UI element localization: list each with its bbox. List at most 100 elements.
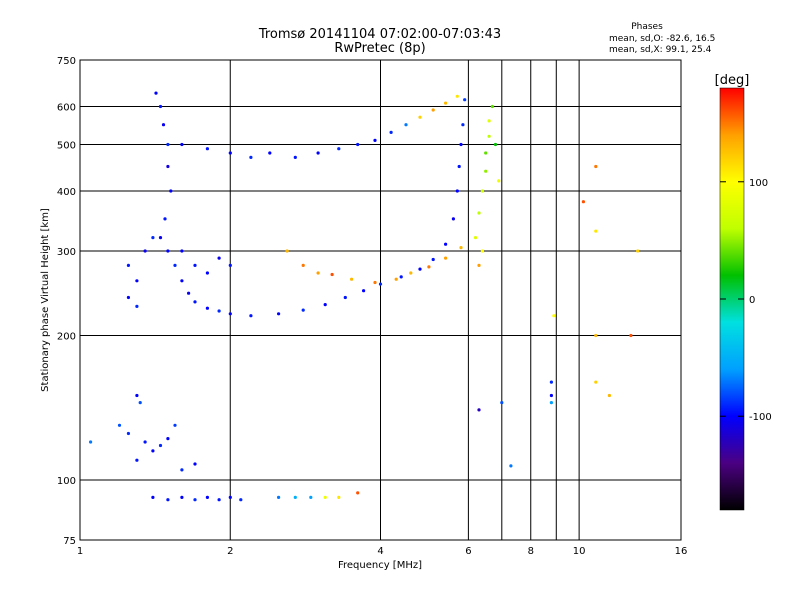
echo-point — [463, 98, 467, 102]
echo-point — [500, 401, 504, 405]
echo-point — [444, 242, 448, 246]
y-tick-label: 600 — [57, 103, 76, 114]
echo-point — [323, 303, 327, 307]
echo-point — [549, 393, 554, 398]
echo-point — [399, 275, 403, 279]
echo-point — [193, 498, 197, 502]
echo-point — [166, 249, 170, 253]
echo-point — [394, 277, 398, 281]
echo-point — [509, 464, 513, 468]
x-tick-label: 16 — [675, 546, 688, 557]
echo-point — [427, 265, 431, 269]
stats-line-x: mean, sd,X: 99.1, 25.4 — [609, 45, 712, 55]
echo-point — [205, 495, 209, 499]
echo-point — [490, 104, 494, 109]
echo-point — [158, 104, 163, 109]
colorbar-tick-label: 0 — [749, 295, 755, 306]
echo-point — [193, 462, 197, 466]
echo-point — [480, 189, 484, 193]
chart-title: Tromsø 20141104 07:02:00-07:03:43 — [258, 27, 501, 42]
echo-point — [166, 164, 170, 169]
echo-point — [594, 380, 598, 384]
echo-point — [205, 306, 209, 310]
echo-point — [163, 217, 167, 221]
echo-point — [350, 277, 354, 281]
echo-point — [484, 151, 488, 155]
echo-point — [594, 229, 598, 233]
echo-point — [173, 263, 177, 267]
x-tick-label: 6 — [465, 546, 471, 557]
echo-point — [228, 312, 232, 316]
echo-point — [552, 314, 556, 318]
echo-point — [193, 300, 197, 304]
echo-point — [158, 236, 163, 240]
echo-point — [173, 423, 177, 427]
x-axis-label: Frequency [MHz] — [338, 560, 422, 571]
echo-point — [337, 495, 341, 499]
echo-point — [180, 142, 184, 147]
echo-point — [459, 142, 463, 147]
x-tick-label: 4 — [377, 546, 383, 557]
plot-frame — [79, 59, 682, 541]
echo-point — [180, 249, 184, 253]
echo-point — [166, 437, 170, 441]
colorbar-label: [deg] — [715, 73, 750, 88]
echo-point — [285, 249, 289, 253]
echo-point — [444, 256, 448, 260]
echo-point — [205, 147, 209, 151]
echo-point — [228, 495, 232, 499]
echo-point — [143, 249, 147, 253]
echo-point — [343, 295, 347, 300]
echo-point — [151, 495, 155, 499]
echo-point — [126, 431, 130, 436]
echo-point — [477, 408, 481, 412]
echo-point — [497, 179, 501, 183]
echo-point — [362, 289, 366, 293]
echo-point — [166, 142, 170, 147]
y-tick-label: 100 — [57, 476, 76, 487]
echo-point — [117, 423, 122, 427]
echo-point — [389, 130, 393, 134]
echo-point — [89, 440, 93, 444]
echo-point — [549, 380, 554, 384]
echo-point — [581, 200, 586, 204]
echo-point — [135, 279, 139, 283]
echo-point — [193, 263, 197, 267]
echo-point — [629, 333, 633, 338]
x-axis-ticks: 1 2 4 6 8 10 16 — [77, 546, 688, 557]
echo-point — [493, 142, 498, 147]
y-tick-label: 500 — [57, 141, 76, 152]
echo-point — [158, 443, 163, 448]
colorbar-ticks: 100 0 -100 — [720, 178, 772, 423]
echo-point — [249, 155, 253, 159]
echo-point — [293, 495, 297, 499]
x-tick-label: 8 — [528, 546, 534, 557]
echo-point — [135, 458, 139, 462]
echo-point — [477, 263, 481, 267]
y-tick-label: 300 — [57, 247, 76, 258]
echo-point — [373, 138, 377, 142]
echo-point — [154, 91, 158, 95]
echo-point — [549, 401, 554, 405]
colorbar-tick-label: -100 — [749, 412, 772, 423]
echo-point — [161, 123, 166, 127]
echo-point — [293, 155, 297, 159]
echo-point — [180, 495, 184, 499]
y-tick-label: 400 — [57, 187, 76, 198]
x-tick-label: 10 — [573, 546, 586, 557]
echo-point — [180, 468, 184, 472]
echo-point — [301, 308, 305, 312]
echo-point — [135, 304, 139, 308]
echo-point — [477, 211, 481, 215]
colorbar-tick-label: 100 — [749, 178, 768, 189]
echo-point — [301, 263, 305, 267]
echo-point — [473, 236, 478, 240]
scatter-points — [89, 91, 640, 502]
echo-point — [330, 272, 334, 277]
echo-point — [487, 119, 491, 123]
echo-point — [169, 189, 173, 193]
x-tick-label: 2 — [227, 546, 233, 557]
y-tick-label: 200 — [57, 332, 76, 343]
echo-point — [487, 134, 491, 138]
